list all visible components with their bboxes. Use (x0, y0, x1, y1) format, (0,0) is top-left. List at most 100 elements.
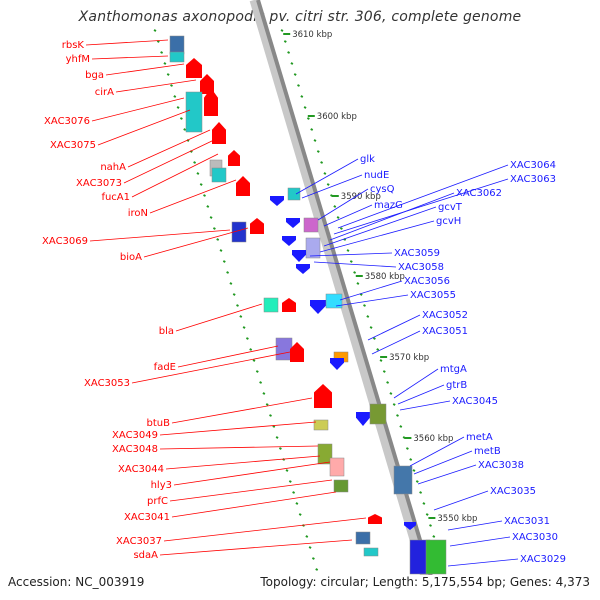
inner-tick (163, 62, 167, 65)
forward-arrow (250, 218, 264, 234)
forward-gene-leader (159, 539, 353, 556)
forward-gene-label: XAC3075 (50, 140, 96, 151)
outer-tick (290, 62, 294, 65)
inner-tick (156, 40, 160, 43)
reverse-gene-leader (339, 280, 403, 301)
inner-tick (183, 128, 187, 131)
outer-tick (399, 425, 403, 428)
ruler-label: 3570 kbp (389, 353, 429, 363)
forward-gene-leader (89, 229, 231, 242)
ruler-label: 3600 kbp (317, 112, 357, 122)
forward-arrow (368, 514, 382, 524)
map-title: Xanthomonas axonopodis pv. citri str. 30… (78, 9, 522, 25)
outer-tick (320, 161, 324, 164)
forward-gene-leader (149, 179, 237, 214)
reverse-arrow (310, 300, 326, 314)
forward-feature (275, 337, 293, 361)
reverse-gene-label: XAC3055 (410, 290, 456, 301)
reverse-gene-label: mtgA (440, 364, 467, 375)
reverse-gene-label: metB (474, 446, 501, 457)
backbone-shadow (249, 0, 430, 575)
reverse-gene-leader (447, 558, 519, 567)
reverse-gene-leader (397, 384, 445, 405)
outer-tick (363, 304, 366, 307)
forward-feature (329, 457, 345, 477)
forward-arrow (212, 122, 226, 144)
forward-gene-label: XAC3048 (112, 444, 158, 455)
inner-tick (259, 381, 263, 384)
outer-tick (366, 315, 370, 318)
reverse-gene-leader (319, 220, 435, 253)
reverse-gene-leader (317, 188, 369, 221)
inner-tick (170, 84, 173, 87)
reverse-gene-leader (433, 490, 489, 511)
outer-tick (310, 128, 314, 131)
forward-arrow (186, 58, 202, 78)
forward-gene-leader (165, 455, 321, 470)
inner-tick (179, 117, 183, 120)
forward-feature (231, 221, 247, 243)
forward-feature (355, 531, 371, 545)
forward-gene-label: prfC (147, 496, 168, 507)
forward-gene-leader (97, 109, 191, 146)
reverse-gene-label: gcvT (438, 202, 463, 213)
reverse-gene-label: gtrB (446, 380, 467, 391)
forward-gene-label: XAC3041 (124, 512, 170, 523)
forward-arrow (290, 342, 304, 362)
reverse-feature (303, 217, 319, 233)
forward-gene-label: iroN (128, 208, 148, 219)
inner-tick (176, 106, 180, 109)
inner-tick (269, 414, 272, 417)
inner-tick (173, 95, 177, 98)
reverse-gene-label: XAC3062 (456, 188, 502, 199)
inner-tick (308, 546, 312, 549)
inner-tick (272, 425, 276, 428)
reverse-arrow (282, 236, 296, 246)
outer-tick (432, 535, 436, 538)
outer-tick (346, 249, 350, 252)
reverse-gene-leader (323, 204, 373, 227)
forward-feature (169, 35, 185, 55)
outer-tick (280, 29, 284, 32)
forward-gene-label: cirA (95, 87, 114, 98)
reverse-gene-label: XAC3031 (504, 516, 550, 527)
inner-tick (209, 216, 213, 219)
forward-feature (313, 419, 329, 431)
outer-tick (336, 216, 340, 219)
forward-arrow (228, 150, 240, 166)
inner-tick (275, 436, 279, 439)
inner-tick (193, 161, 197, 164)
inner-tick (219, 249, 223, 252)
reverse-gene-label: mazG (374, 200, 403, 211)
forward-gene-leader (127, 129, 211, 168)
outer-tick (303, 106, 307, 109)
forward-feature (263, 297, 279, 313)
outer-tick (382, 370, 386, 373)
reverse-gene-leader (335, 294, 409, 307)
forward-gene-leader (159, 445, 319, 450)
forward-arrow (204, 88, 218, 116)
forward-gene-label: XAC3037 (116, 536, 162, 547)
reverse-gene-leader (309, 252, 393, 257)
reverse-gene-label: XAC3045 (452, 396, 498, 407)
forward-gene-label: fadE (154, 362, 176, 373)
reverse-gene-label: XAC3052 (422, 310, 468, 321)
forward-gene-leader (169, 479, 333, 502)
inner-tick (315, 568, 319, 571)
outer-tick (287, 51, 291, 54)
ruler-label: 3590 kbp (341, 192, 381, 202)
outer-tick (297, 84, 300, 87)
forward-gene-leader (171, 397, 313, 424)
outer-tick (372, 337, 376, 340)
ruler-label: 3580 kbp (365, 272, 405, 282)
outer-tick (306, 117, 310, 120)
reverse-gene-label: XAC3058 (398, 262, 444, 273)
forward-gene-label: hly3 (151, 480, 172, 491)
outer-tick (396, 414, 399, 417)
reverse-feature (305, 237, 321, 259)
forward-gene-leader (177, 345, 279, 368)
reverse-gene-leader (399, 400, 451, 411)
forward-feature (169, 51, 185, 63)
reverse-gene-leader (393, 368, 439, 399)
inner-tick (242, 326, 246, 329)
